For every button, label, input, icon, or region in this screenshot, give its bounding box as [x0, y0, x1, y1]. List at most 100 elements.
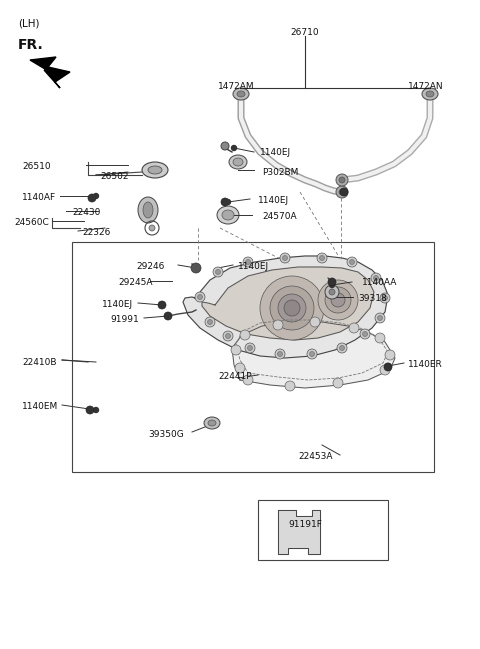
Circle shape [339, 177, 345, 183]
Text: 22453A: 22453A [298, 452, 333, 461]
Polygon shape [30, 57, 70, 88]
Text: FR.: FR. [18, 38, 44, 52]
Circle shape [307, 349, 317, 359]
Text: 1140EJ: 1140EJ [260, 148, 291, 157]
Circle shape [385, 363, 391, 369]
Circle shape [310, 352, 314, 356]
Circle shape [216, 269, 220, 275]
Circle shape [318, 280, 358, 320]
Circle shape [223, 331, 233, 341]
Circle shape [337, 343, 347, 353]
Circle shape [329, 282, 335, 288]
Text: (LH): (LH) [18, 18, 39, 28]
Text: 91191F: 91191F [288, 520, 322, 529]
Circle shape [360, 329, 370, 339]
Text: 26710: 26710 [291, 28, 319, 37]
Ellipse shape [222, 210, 234, 220]
Circle shape [331, 293, 345, 307]
Circle shape [226, 199, 230, 204]
Circle shape [371, 273, 381, 283]
Text: 22430: 22430 [72, 208, 100, 217]
Circle shape [86, 406, 94, 414]
Circle shape [373, 275, 379, 280]
Text: 26502: 26502 [100, 172, 129, 181]
Ellipse shape [233, 88, 249, 100]
Bar [258, 500, 388, 560]
Circle shape [380, 293, 390, 303]
Circle shape [221, 198, 229, 206]
Ellipse shape [148, 166, 162, 174]
Ellipse shape [426, 91, 434, 97]
Circle shape [213, 267, 223, 277]
Circle shape [205, 317, 215, 327]
Polygon shape [202, 267, 374, 340]
Circle shape [245, 260, 251, 265]
Circle shape [195, 292, 205, 302]
Ellipse shape [208, 420, 216, 426]
Circle shape [284, 300, 300, 316]
Circle shape [226, 334, 230, 339]
Circle shape [336, 174, 348, 186]
Circle shape [383, 295, 387, 300]
Circle shape [245, 343, 255, 353]
Circle shape [380, 365, 390, 375]
Circle shape [339, 189, 345, 195]
Circle shape [243, 375, 253, 385]
Text: 22441P: 22441P [218, 372, 252, 381]
Circle shape [149, 225, 155, 231]
Circle shape [375, 333, 385, 343]
Circle shape [320, 256, 324, 260]
Circle shape [325, 287, 351, 313]
Circle shape [159, 302, 165, 308]
Circle shape [375, 313, 385, 323]
Ellipse shape [204, 417, 220, 429]
Ellipse shape [229, 155, 247, 169]
Polygon shape [183, 256, 388, 358]
Circle shape [94, 193, 98, 199]
Circle shape [347, 257, 357, 267]
Circle shape [384, 363, 392, 371]
Text: 1140EJ: 1140EJ [258, 196, 289, 205]
Polygon shape [278, 510, 320, 554]
Circle shape [310, 317, 320, 327]
Circle shape [243, 257, 253, 267]
Circle shape [231, 145, 237, 151]
Text: 24570A: 24570A [262, 212, 297, 221]
Text: 1140EJ: 1140EJ [102, 300, 133, 309]
Circle shape [191, 263, 201, 273]
Text: P302BM: P302BM [262, 168, 299, 177]
Text: 22410B: 22410B [22, 358, 57, 367]
Text: 29245A: 29245A [118, 278, 153, 287]
Circle shape [285, 381, 295, 391]
Circle shape [273, 320, 283, 330]
Circle shape [377, 315, 383, 321]
Circle shape [207, 319, 213, 324]
Circle shape [164, 312, 172, 320]
Text: 26510: 26510 [22, 162, 50, 171]
Ellipse shape [217, 206, 239, 224]
Ellipse shape [237, 91, 245, 97]
Circle shape [270, 286, 314, 330]
Circle shape [158, 301, 166, 309]
Text: 1140EJ: 1140EJ [238, 262, 269, 271]
Text: 1140AA: 1140AA [362, 278, 397, 287]
Ellipse shape [143, 202, 153, 218]
Circle shape [339, 345, 345, 350]
Circle shape [275, 349, 285, 359]
Circle shape [317, 253, 327, 263]
Text: 1472AN: 1472AN [408, 82, 444, 91]
Circle shape [336, 186, 348, 198]
Circle shape [277, 352, 283, 356]
Text: 1140AF: 1140AF [22, 193, 56, 202]
Ellipse shape [233, 158, 243, 166]
Circle shape [260, 276, 324, 340]
Circle shape [349, 323, 359, 333]
Text: 39318: 39318 [358, 294, 387, 303]
Text: 24560C: 24560C [14, 218, 49, 227]
Circle shape [349, 260, 355, 265]
Circle shape [240, 330, 250, 340]
Circle shape [94, 408, 98, 413]
Circle shape [333, 378, 343, 388]
Ellipse shape [138, 197, 158, 223]
Circle shape [197, 295, 203, 299]
